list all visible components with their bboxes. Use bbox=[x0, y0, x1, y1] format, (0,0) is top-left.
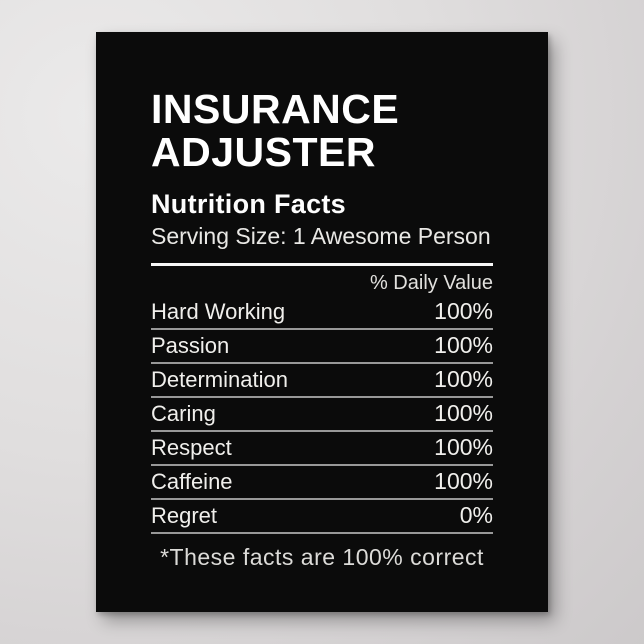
daily-value-header: % Daily Value bbox=[369, 272, 493, 295]
nutrition-row: Caring 100% bbox=[151, 398, 493, 433]
nutrition-table: Hard Working 100% Passion 100% Determina… bbox=[151, 296, 493, 535]
row-label: Caring bbox=[151, 401, 216, 427]
row-value: 100% bbox=[434, 400, 493, 427]
row-value: 100% bbox=[434, 434, 493, 461]
row-label: Hard Working bbox=[151, 299, 286, 325]
poster-title: INSURANCE ADJUSTER bbox=[151, 86, 493, 176]
nutrition-row: Hard Working 100% bbox=[151, 296, 493, 331]
row-label: Regret bbox=[151, 503, 218, 529]
nutrition-row: Determination 100% bbox=[151, 364, 493, 399]
row-value: 100% bbox=[434, 332, 493, 359]
footnote-text: *These facts are 100% correct bbox=[160, 544, 484, 571]
title-line-2: ADJUSTER bbox=[151, 129, 376, 176]
row-value: 100% bbox=[434, 468, 493, 495]
nutrition-row: Respect 100% bbox=[151, 432, 493, 467]
nutrition-row: Passion 100% bbox=[151, 330, 493, 365]
nutrition-facts-poster: INSURANCE ADJUSTER Nutrition Facts Servi… bbox=[96, 32, 548, 612]
row-label: Caffeine bbox=[151, 469, 233, 495]
title-line-1: INSURANCE bbox=[151, 86, 400, 132]
row-value: 100% bbox=[434, 298, 493, 325]
row-value: 0% bbox=[459, 502, 493, 529]
row-label: Determination bbox=[151, 367, 288, 393]
row-value: 100% bbox=[434, 366, 493, 393]
row-label: Passion bbox=[151, 333, 230, 359]
nutrition-facts-heading: Nutrition Facts bbox=[151, 189, 347, 220]
divider-thick bbox=[151, 263, 493, 267]
row-label: Respect bbox=[151, 435, 232, 461]
serving-size-text: Serving Size: 1 Awesome Person bbox=[151, 223, 491, 250]
nutrition-row: Regret 0% bbox=[151, 500, 493, 535]
nutrition-row: Caffeine 100% bbox=[151, 466, 493, 501]
